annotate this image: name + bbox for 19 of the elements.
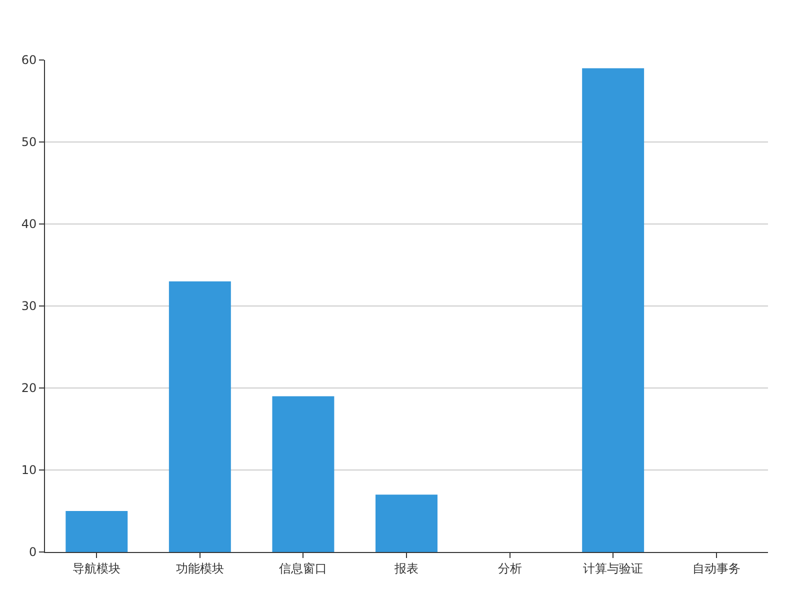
x-tick-label: 计算与验证 xyxy=(583,561,644,576)
y-tick-label: 0 xyxy=(28,545,37,560)
x-tick-label: 导航模块 xyxy=(72,561,121,576)
bar xyxy=(376,494,438,552)
bar xyxy=(582,68,644,552)
x-tick-label: 信息窗口 xyxy=(279,561,328,576)
y-tick-label: 50 xyxy=(21,135,37,150)
x-tick-label: 功能模块 xyxy=(176,561,224,576)
bar xyxy=(168,281,231,552)
x-tick-label: 报表 xyxy=(394,561,418,576)
y-tick-label: 60 xyxy=(21,53,37,68)
x-tick-label: 分析 xyxy=(498,561,522,576)
y-tick-label: 20 xyxy=(21,381,37,396)
bar xyxy=(272,396,334,552)
y-tick-label: 30 xyxy=(21,299,37,314)
bar xyxy=(66,511,128,552)
x-tick-label: 自动事务 xyxy=(692,561,740,576)
y-tick-label: 10 xyxy=(21,463,37,478)
y-tick-label: 40 xyxy=(21,217,37,232)
